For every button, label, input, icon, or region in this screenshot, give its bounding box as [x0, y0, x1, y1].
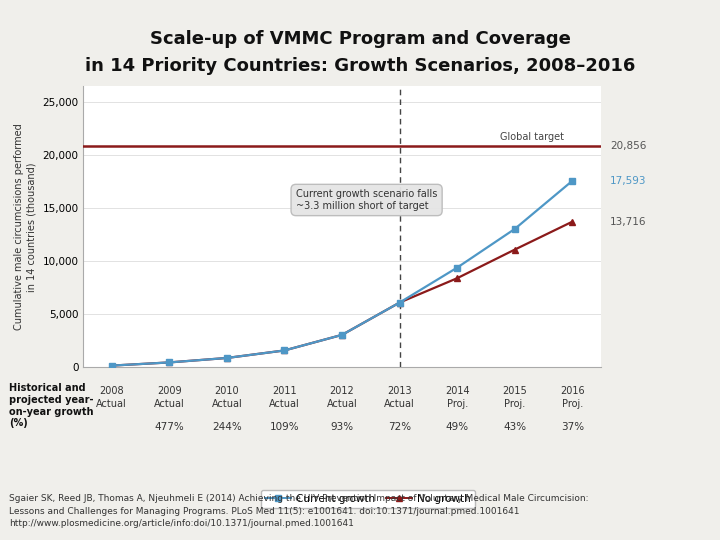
Text: Actual: Actual	[212, 399, 242, 409]
Text: 43%: 43%	[503, 422, 526, 433]
Text: 2012: 2012	[330, 386, 354, 396]
Text: 13,716: 13,716	[610, 217, 647, 227]
Text: Proj.: Proj.	[504, 399, 526, 409]
Text: Proj.: Proj.	[446, 399, 468, 409]
Text: Actual: Actual	[269, 399, 300, 409]
Text: Current growth scenario falls
~3.3 million short of target: Current growth scenario falls ~3.3 milli…	[296, 189, 437, 211]
Text: 2015: 2015	[503, 386, 527, 396]
Text: 109%: 109%	[269, 422, 300, 433]
Text: 2013: 2013	[387, 386, 412, 396]
Text: 93%: 93%	[330, 422, 354, 433]
Text: 2010: 2010	[215, 386, 239, 396]
Text: Actual: Actual	[384, 399, 415, 409]
Text: 2009: 2009	[157, 386, 181, 396]
Text: Historical and
projected year-
on-year growth
(%): Historical and projected year- on-year g…	[9, 383, 94, 428]
Text: 49%: 49%	[446, 422, 469, 433]
Text: 17,593: 17,593	[610, 176, 647, 186]
Text: Scale-up of VMMC Program and Coverage: Scale-up of VMMC Program and Coverage	[150, 30, 570, 48]
Text: 2011: 2011	[272, 386, 297, 396]
Text: 2014: 2014	[445, 386, 469, 396]
Text: Proj.: Proj.	[562, 399, 583, 409]
Text: in 14 Priority Countries: Growth Scenarios, 2008–2016: in 14 Priority Countries: Growth Scenari…	[85, 57, 635, 75]
Y-axis label: Cumulative male circumcisions performed
in 14 countries (thousand): Cumulative male circumcisions performed …	[14, 124, 37, 330]
Text: 72%: 72%	[388, 422, 411, 433]
Text: 2016: 2016	[560, 386, 585, 396]
Text: 37%: 37%	[561, 422, 584, 433]
Legend: Current growth, No growth: Current growth, No growth	[261, 490, 475, 508]
Text: Global target: Global target	[500, 132, 564, 142]
Text: 2008: 2008	[99, 386, 124, 396]
Text: Actual: Actual	[327, 399, 357, 409]
Text: Actual: Actual	[154, 399, 184, 409]
Text: Sgaier SK, Reed JB, Thomas A, Njeuhmeli E (2014) Achieving the HIV Prevention Im: Sgaier SK, Reed JB, Thomas A, Njeuhmeli …	[9, 494, 589, 528]
Text: 477%: 477%	[154, 422, 184, 433]
Text: Actual: Actual	[96, 399, 127, 409]
Text: 244%: 244%	[212, 422, 242, 433]
Text: 20,856: 20,856	[610, 141, 647, 151]
